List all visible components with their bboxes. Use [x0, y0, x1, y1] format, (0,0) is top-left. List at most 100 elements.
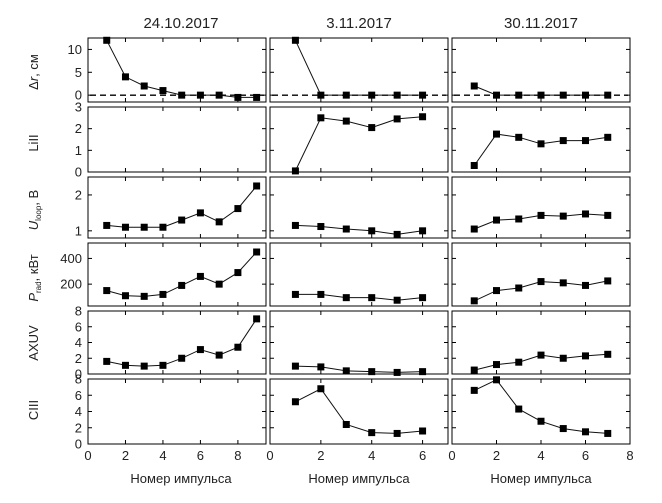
data-point: [291, 290, 299, 298]
row-labels: Δr, см LiII Uloop, В Prad, кВт AXUV CIII: [26, 54, 43, 420]
data-point: [582, 281, 589, 289]
data-point: [515, 133, 523, 141]
panel: [451, 106, 631, 173]
data-point: [393, 115, 401, 123]
x-tick-label: 2: [317, 448, 324, 463]
data-point: [140, 292, 148, 300]
panel: 0 1 2 3: [75, 100, 267, 180]
ylabel-uloop: Uloop, В: [26, 190, 43, 230]
y-tick-label: 4: [75, 404, 82, 419]
x-tick-label: 6: [419, 448, 426, 463]
x-axis-label: Номер импульса: [490, 471, 592, 486]
data-point: [342, 294, 350, 302]
data-point: [582, 91, 589, 99]
x-tick-label: 4: [368, 448, 375, 463]
data-point: [419, 113, 427, 121]
data-point: [419, 91, 427, 99]
panel: [451, 176, 631, 239]
data-point: [317, 363, 325, 371]
data-point: [196, 209, 204, 217]
data-point: [582, 210, 589, 218]
panel: 0 2 4 6: [266, 378, 449, 463]
panel-frame: [87, 378, 267, 445]
panel: 12: [75, 176, 267, 239]
panel-frame: [451, 310, 631, 375]
x-tick-label: 8: [234, 448, 241, 463]
panel-frame: [87, 242, 267, 307]
y-tick-label: 1: [75, 143, 82, 158]
data-point: [317, 91, 325, 99]
data-point: [291, 398, 299, 406]
y-tick-label: 0: [75, 165, 82, 180]
data-point: [159, 87, 167, 95]
panel-frame: [269, 106, 449, 173]
data-point: [559, 212, 567, 220]
panel: [269, 242, 449, 307]
data-point: [368, 429, 376, 437]
data-point: [103, 357, 111, 365]
panel: [269, 176, 449, 239]
y-tick-label: 200: [60, 277, 82, 292]
data-point: [582, 428, 589, 436]
data-point: [317, 223, 325, 231]
x-tick-label: 4: [159, 448, 166, 463]
data-point: [470, 366, 478, 374]
panel: [269, 36, 449, 103]
panel: [269, 106, 449, 175]
series-line: [106, 40, 257, 98]
data-point: [368, 294, 376, 302]
data-point: [537, 278, 545, 286]
data-point: [196, 272, 204, 280]
data-point: [215, 91, 223, 99]
y-tick-label: 0: [75, 88, 82, 103]
y-tick-label: 3: [75, 100, 82, 115]
data-point: [393, 429, 401, 437]
data-point: [253, 182, 261, 190]
y-tick-label: 6: [75, 388, 82, 403]
data-point: [178, 216, 186, 224]
panel: [269, 310, 449, 376]
data-point: [515, 284, 523, 292]
data-point: [215, 351, 223, 359]
series-line: [294, 40, 423, 96]
data-point: [515, 358, 523, 366]
data-point: [178, 281, 186, 289]
series-line: [295, 293, 423, 301]
data-point: [121, 361, 129, 369]
data-point: [159, 361, 167, 369]
x-tick-label: 8: [626, 448, 633, 463]
y-tick-label: 2: [75, 121, 82, 136]
panel-frame: [451, 106, 631, 173]
data-point: [342, 91, 350, 99]
data-point: [291, 167, 299, 175]
data-point: [215, 218, 223, 226]
data-point: [559, 425, 567, 433]
data-point: [393, 368, 401, 376]
data-point: [342, 225, 350, 233]
data-point: [419, 368, 427, 376]
data-point: [537, 91, 545, 99]
data-point: [291, 36, 299, 44]
panel: 0 5 10: [68, 36, 267, 103]
x-tick-label: 0: [448, 448, 455, 463]
x-tick-label: 0: [84, 448, 91, 463]
x-tick-label: 4: [537, 448, 544, 463]
data-point: [159, 290, 167, 298]
panel: 200 400: [60, 242, 267, 307]
data-point: [515, 405, 523, 413]
y-tick-label: 8: [75, 304, 82, 319]
column-titles: 24.10.2017 3.11.2017 30.11.2017: [143, 15, 578, 32]
data-point: [419, 427, 427, 435]
data-point: [559, 354, 567, 362]
panel-frame: [269, 37, 449, 103]
data-point: [604, 133, 612, 141]
data-point: [140, 82, 148, 90]
panel-frame: [451, 176, 631, 239]
x-tick-label: 2: [493, 448, 500, 463]
data-point: [253, 248, 261, 256]
y-tick-label: 1: [75, 223, 82, 238]
series-line: [474, 379, 608, 434]
data-point: [291, 362, 299, 370]
